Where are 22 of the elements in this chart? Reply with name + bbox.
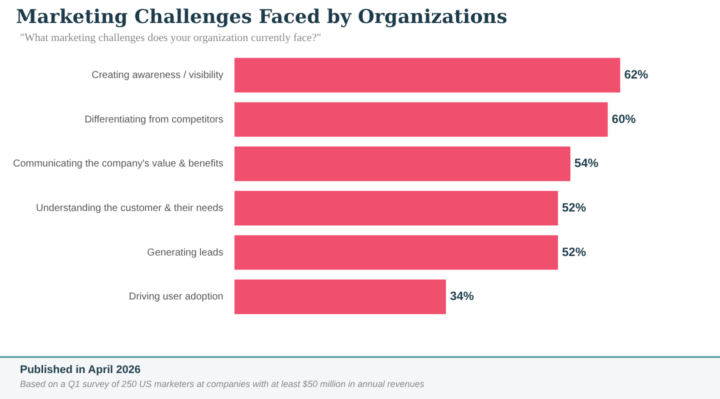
y-tick-label: Understanding the customer & their needs bbox=[36, 202, 224, 214]
chart-subtitle: "What marketing challenges does your organization currently face?" bbox=[19, 31, 322, 44]
y-tick-label: Communicating the company's value & benefits bbox=[12, 158, 224, 170]
bar bbox=[234, 190, 558, 226]
data-label: 60% bbox=[612, 112, 636, 126]
y-tick-label: Generating leads bbox=[147, 247, 224, 258]
text: Published in April 2026 bbox=[19, 363, 142, 376]
data-label: 52% bbox=[562, 200, 586, 214]
bar bbox=[234, 58, 620, 92]
bar bbox=[234, 146, 570, 182]
bar bbox=[234, 102, 608, 137]
text: Based on a Q1 survey of 250 US marketers at companies with at least $50 million in annual revenues bbox=[19, 378, 426, 389]
y-tick-label: Driving user adoption bbox=[128, 292, 224, 303]
data-label: 62% bbox=[624, 67, 649, 82]
bar bbox=[234, 235, 558, 270]
y-tick-label: Differentiating from competitors bbox=[84, 114, 224, 126]
chart-title: Marketing Challenges Faced by Organizations bbox=[15, 5, 508, 28]
y-tick-label: Creating awareness / visibility bbox=[92, 70, 224, 81]
data-label: 34% bbox=[450, 289, 474, 304]
data-label: 52% bbox=[562, 244, 586, 259]
data-label: 54% bbox=[574, 156, 599, 170]
bar bbox=[234, 280, 446, 314]
